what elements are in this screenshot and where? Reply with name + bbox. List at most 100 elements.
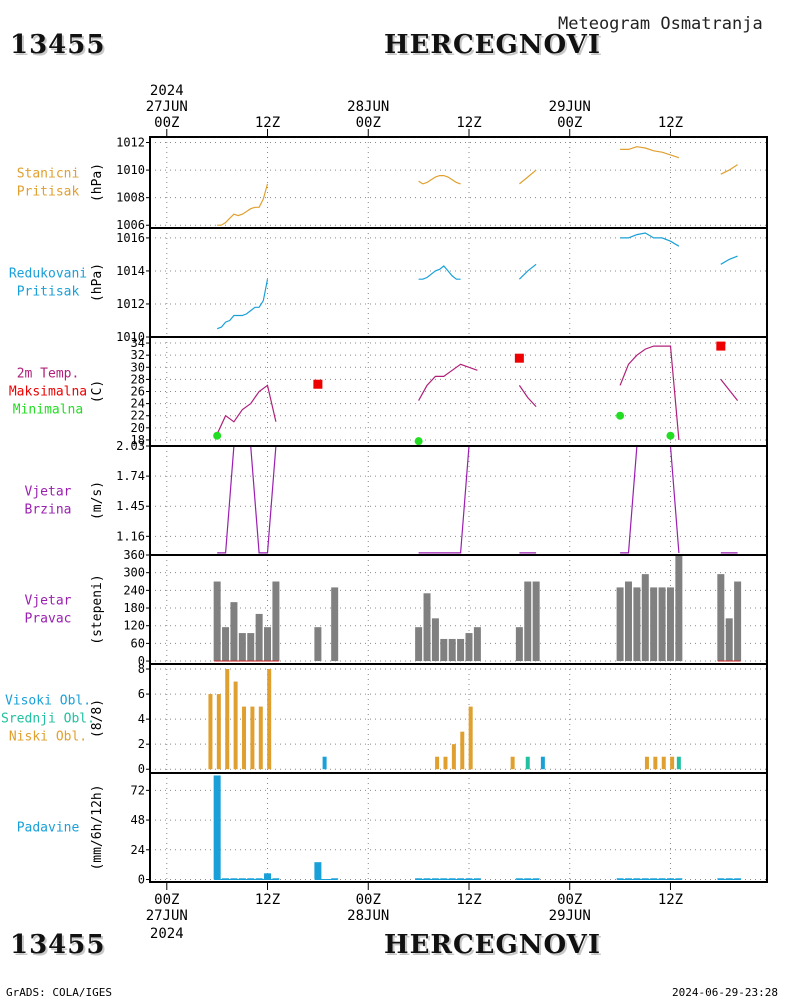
x-tick-label-bottom: 00Z xyxy=(557,892,582,908)
x-tick-label-top: 00Z xyxy=(154,115,179,131)
tmax-marker xyxy=(716,341,726,351)
series-line xyxy=(518,263,537,280)
cloud-bar xyxy=(242,706,247,770)
station-name-bottom: HERCEGNOVI xyxy=(384,930,601,960)
cloud-bar xyxy=(250,706,255,770)
x-tick-label-top: 00Z xyxy=(356,115,381,131)
y-tick-label: 2.03 xyxy=(116,439,145,453)
y-tick-label: 34 xyxy=(131,336,145,350)
series-line xyxy=(418,446,478,554)
y-tick-label: 26 xyxy=(131,385,145,399)
y-tick-label: 8 xyxy=(138,662,145,676)
bar xyxy=(650,587,658,662)
bar xyxy=(717,574,725,662)
y-tick-label: 72 xyxy=(131,783,145,797)
bar xyxy=(633,587,641,662)
bar xyxy=(465,878,473,880)
panel-label: Niski Obl. xyxy=(9,730,87,745)
bar xyxy=(264,873,272,880)
series-line xyxy=(619,345,680,440)
bar xyxy=(515,878,523,880)
cloud-bar xyxy=(258,706,263,770)
bar xyxy=(314,627,322,662)
y-tick-label: 1010 xyxy=(116,163,145,177)
y-tick-label: 6 xyxy=(138,687,145,701)
bar xyxy=(457,638,465,662)
panel-label: Pravac xyxy=(25,612,72,627)
cloud-bar xyxy=(540,756,545,770)
station-name-top: HERCEGNOVI xyxy=(384,30,601,60)
x-tick-label-bottom: 12Z xyxy=(456,892,481,908)
cloud-bar xyxy=(676,756,681,770)
panel-label: Visoki Obl. xyxy=(5,694,91,709)
date-label-bottom: 29JUN xyxy=(549,908,591,924)
tmax-marker xyxy=(313,379,323,389)
y-tick-label: 24 xyxy=(131,843,145,857)
panel-clouds: 0 2 4 6 8 (8/8)Visoki Obl. Srednji Obl. Niski O… xyxy=(1,662,768,776)
bar xyxy=(734,581,742,662)
y-tick-label: 180 xyxy=(123,601,145,615)
series-line xyxy=(418,265,461,280)
series-line xyxy=(720,255,738,265)
bar xyxy=(734,878,742,880)
x-tick-label-top: 12Z xyxy=(255,115,280,131)
tmax-marker xyxy=(514,353,524,363)
footer-credit: GrADS: COLA/IGES xyxy=(6,986,112,999)
series-line xyxy=(620,446,680,554)
cloud-bar xyxy=(525,756,530,770)
panel-station_pressure: 1006 1008 1010 1012 (hPa) Stanicni Pritisak xyxy=(17,136,768,232)
bar xyxy=(457,878,465,880)
bar xyxy=(238,878,246,880)
series-line xyxy=(620,146,680,159)
bar xyxy=(431,618,439,662)
y-tick-label: 28 xyxy=(131,372,145,386)
panel-frame xyxy=(149,772,768,883)
plot-area xyxy=(213,555,742,662)
tmin-marker xyxy=(213,431,222,440)
cloud-bar xyxy=(451,744,456,770)
series-line xyxy=(720,379,739,401)
y-axis-label: (hPa) xyxy=(90,163,105,202)
bar xyxy=(222,627,230,662)
bar xyxy=(717,878,725,880)
plot-area xyxy=(216,232,738,330)
bar xyxy=(725,878,733,880)
cloud-bar xyxy=(216,694,221,770)
cloud-bar xyxy=(653,756,658,770)
bar xyxy=(272,581,280,662)
bar xyxy=(415,878,423,880)
bar xyxy=(725,618,733,662)
bar xyxy=(222,878,230,880)
year-label-top: 2024 xyxy=(150,83,184,99)
bar xyxy=(255,613,263,662)
date-label-top: 28JUN xyxy=(347,99,389,115)
tmin-marker xyxy=(414,437,423,446)
cloud-bar xyxy=(468,706,473,770)
bar xyxy=(624,581,632,662)
bar xyxy=(666,878,674,880)
date-label-top: 29JUN xyxy=(549,99,591,115)
y-tick-label: 1016 xyxy=(116,231,145,245)
bar xyxy=(423,878,431,880)
panel-label: Srednji Obl. xyxy=(1,712,95,727)
y-tick-label: 60 xyxy=(131,636,145,650)
bar xyxy=(641,574,649,662)
year-label-bottom: 2024 xyxy=(150,926,184,942)
bar xyxy=(675,555,683,662)
series-line xyxy=(418,363,478,401)
cloud-bar xyxy=(322,756,327,770)
bar xyxy=(448,878,456,880)
bar xyxy=(658,878,666,880)
bar xyxy=(247,633,255,662)
bar xyxy=(532,878,540,880)
y-tick-label: 2 xyxy=(138,737,145,751)
bar xyxy=(650,878,658,880)
bar xyxy=(230,602,238,662)
bar xyxy=(440,638,448,662)
series-line xyxy=(620,232,680,247)
cloud-bar xyxy=(208,694,213,770)
bar xyxy=(314,862,322,880)
bar xyxy=(440,878,448,880)
y-tick-label: 240 xyxy=(123,583,145,597)
